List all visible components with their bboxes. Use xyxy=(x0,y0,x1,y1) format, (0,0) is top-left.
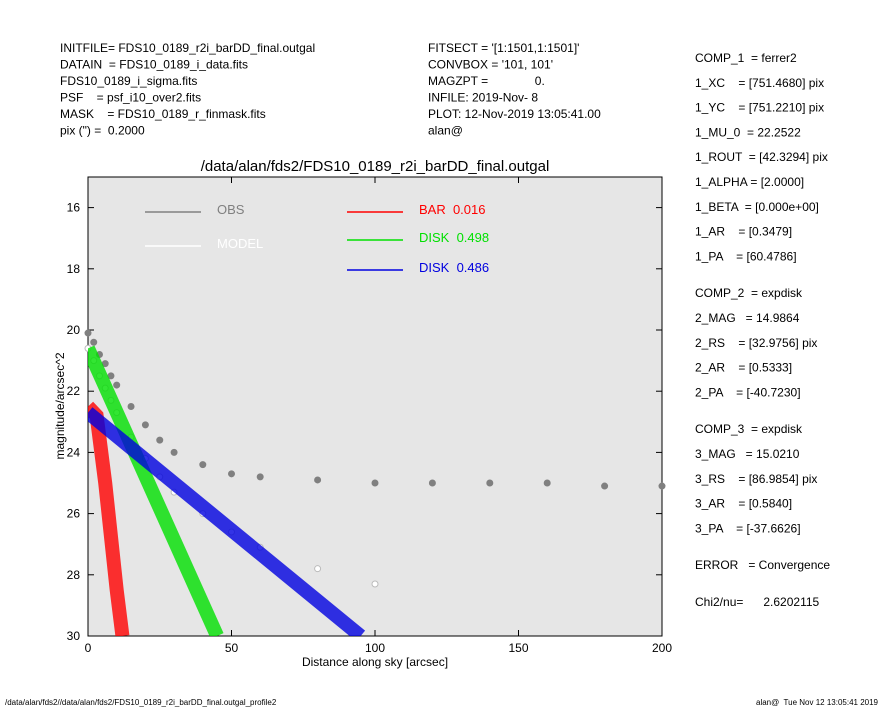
header-line: PSF = psf_i10_over2.fits xyxy=(60,91,201,105)
header-line: DATAIN = FDS10_0189_i_data.fits xyxy=(60,58,248,72)
legend-label: OBS xyxy=(217,202,245,217)
header-line: CONVBOX = '101, 101' xyxy=(428,58,553,72)
legend-label: BAR 0.016 xyxy=(419,202,486,217)
profile-point xyxy=(371,580,379,588)
param-line: 1_XC = [751.4680] pix xyxy=(695,76,824,90)
chart-title: /data/alan/fds2/FDS10_0189_r2i_barDD_fin… xyxy=(201,158,550,175)
param-line: 1_YC = [751.2210] pix xyxy=(695,101,824,115)
y-tick-label: 16 xyxy=(67,201,81,215)
profile-point xyxy=(601,482,609,490)
profile-point xyxy=(314,565,322,573)
header-line: INITFILE= FDS10_0189_r2i_barDD_final.out… xyxy=(60,41,315,55)
profile-band xyxy=(88,345,224,636)
y-tick-label: 30 xyxy=(67,629,81,643)
param-line: 3_PA = [-37.6626] xyxy=(695,521,801,535)
header-line: MAGZPT = 0. xyxy=(428,74,545,88)
header-line: MASK = FDS10_0189_r_finmask.fits xyxy=(60,107,266,121)
header-line: PLOT: 12-Nov-2019 13:05:41.00 xyxy=(428,107,601,121)
param-line: 1_ROUT = [42.3294] pix xyxy=(695,150,828,164)
header-line: FITSECT = '[1:1501,1:1501]' xyxy=(428,41,579,55)
profile-point xyxy=(228,470,235,478)
param-line: 2_AR = [0.5333] xyxy=(695,361,792,375)
header-line: pix (") = 0.2000 xyxy=(60,124,145,138)
param-line: 1_BETA = [0.000e+00] xyxy=(695,200,819,214)
param-line: 1_MU_0 = 22.2522 xyxy=(695,125,801,139)
profile-point xyxy=(256,473,264,481)
param-line: COMP_2 = expdisk xyxy=(695,286,803,300)
y-tick-label: 18 xyxy=(67,262,81,276)
profile-point xyxy=(314,476,322,484)
x-axis-label: Distance along sky [arcsec] xyxy=(302,655,448,669)
legend-label: MODEL xyxy=(217,236,263,251)
param-line: COMP_1 = ferrer2 xyxy=(695,51,797,65)
x-tick-label: 0 xyxy=(85,641,92,655)
profile-point xyxy=(428,479,436,487)
param-line: 3_RS = [86.9854] pix xyxy=(695,472,817,486)
param-line: 1_ALPHA = [2.0000] xyxy=(695,175,804,189)
header-line: alan@ xyxy=(428,124,463,138)
legend-label: DISK 0.498 xyxy=(419,230,489,245)
header-line: INFILE: 2019-Nov- 8 xyxy=(428,91,538,105)
y-tick-label: 24 xyxy=(67,445,81,459)
param-line: 3_AR = [0.5840] xyxy=(695,497,792,511)
x-tick-label: 200 xyxy=(652,641,672,655)
profile-point xyxy=(141,421,149,429)
y-tick-label: 26 xyxy=(67,507,81,521)
profile-point xyxy=(658,482,666,490)
profile-point xyxy=(90,338,98,346)
param-line: ERROR = Convergence xyxy=(695,558,830,572)
param-line: 1_AR = [0.3479] xyxy=(695,225,792,239)
param-line: Chi2/nu= 2.6202115 xyxy=(695,595,820,609)
x-tick-label: 100 xyxy=(365,641,385,655)
x-tick-label: 150 xyxy=(508,641,528,655)
header-line: FDS10_0189_i_sigma.fits xyxy=(60,74,197,88)
y-axis-label: magnitude/arcsec^2 xyxy=(53,352,67,459)
profile-point xyxy=(543,479,551,487)
y-tick-label: 22 xyxy=(67,384,81,398)
profile-point xyxy=(156,436,164,444)
profile-point xyxy=(486,479,494,487)
footer-left: /data/alan/fds2//data/alan/fds2/FDS10_01… xyxy=(5,698,277,707)
profile-point xyxy=(84,329,92,337)
param-line: 2_MAG = 14.9864 xyxy=(695,311,800,325)
x-tick-label: 50 xyxy=(225,641,239,655)
param-line: 1_PA = [60.4786] xyxy=(695,249,797,263)
param-line: COMP_3 = expdisk xyxy=(695,422,803,436)
profile-point xyxy=(170,448,178,456)
profile-point xyxy=(113,381,121,389)
profile-point xyxy=(371,479,379,487)
y-tick-label: 28 xyxy=(67,568,81,582)
profile-point xyxy=(199,461,207,469)
param-line: 3_MAG = 15.0210 xyxy=(695,447,800,461)
param-line: 2_RS = [32.9756] pix xyxy=(695,336,817,350)
footer-right: alan@ Tue Nov 12 13:05:41 2019 xyxy=(756,698,879,707)
profile-band xyxy=(88,407,366,636)
profile-point xyxy=(127,403,135,410)
y-tick-label: 20 xyxy=(67,323,81,337)
param-line: 2_PA = [-40.7230] xyxy=(695,385,801,399)
legend-label: DISK 0.486 xyxy=(419,260,489,275)
